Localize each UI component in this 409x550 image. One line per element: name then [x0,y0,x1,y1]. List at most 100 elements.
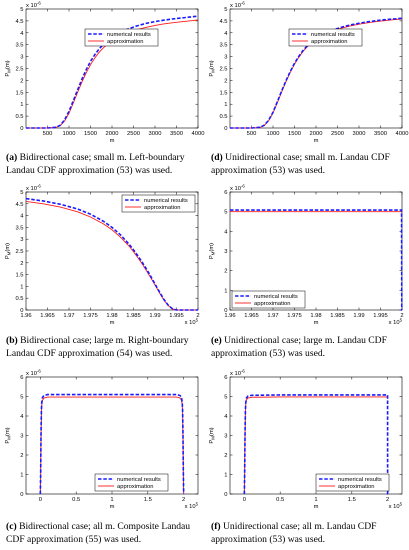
x-tick-label: 3000 [353,131,366,137]
legend-label: approximation [311,39,347,45]
x-tick-label: 500 [247,131,257,137]
y-tick-label: 4 [224,414,228,420]
x-tick-label: 1.965 [40,313,55,319]
y-exponent-label: x 10-6 [26,1,41,10]
chart-e: 0 1 2 3 4 5 6 1.96 1.965 1.97 1.975 1.98 1.985 1.99 1.… [209,184,404,327]
x-axis-label: m [314,504,319,510]
series-approximation [26,19,199,129]
y-tick-label: 1 [20,284,23,290]
y-tick-label: 5 [20,395,23,401]
panel-c: 0 1 2 3 4 5 6 0 0.5 1 1.5 2 x 10-6 x 105 m PM(m) numeric… [0,366,205,550]
y-tick-label: 0.5 [15,114,23,120]
x-tick-label: 2 [400,313,403,319]
y-tick-label: 0.5 [15,296,23,302]
legend-box [315,473,390,492]
x-exponent-label: x 105 [389,318,403,327]
y-axis-label-text: PM(m) [209,427,216,443]
x-tick-label: 0.5 [276,497,284,503]
chart-a: 0 0.5 1 1.5 2 2.5 3 3.5 4 4.5 5 500 1000 1500 2000 2500… [5,1,204,145]
x-tick-label: 1.96 [20,313,31,319]
y-axis-label-text: PM(m) [5,427,12,443]
x-tick-label: 1 [314,497,317,503]
legend-box [94,473,169,492]
caption-c: (c) Bidirectional case; all m. Composite… [6,521,196,546]
chart-d: 0 0.5 1 1.5 2 2.5 3 3.5 4 4.5 5 500 1000 1500 2000 2500… [209,1,408,145]
y-axis-label: PM(m) [209,427,216,443]
plot-area [229,8,403,129]
series-numerical-results [230,209,403,311]
caption-text: Bidirectional case; small m. Left-bounda… [6,152,185,176]
x-tick-label: 2500 [331,131,344,137]
y-tick-label: 1 [20,473,23,479]
x-tick-label: 1.995 [169,313,184,319]
x-tick-label: 1.975 [287,313,302,319]
x-tick-label: 1.975 [83,313,98,319]
y-tick-label: 4 [20,214,24,220]
y-axis-label-text: PM(m) [5,60,12,76]
y-tick-label: 0 [20,492,23,498]
y-tick-label: 3 [224,434,227,440]
legend-label: numerical results [107,32,151,38]
series-numerical-results [243,394,389,495]
y-tick-label: 4.5 [15,202,23,208]
x-tick-label: 1 [110,497,113,503]
y-axis-label-text: PM(m) [209,243,216,259]
legend-box [288,28,363,47]
y-tick-label: 5 [20,7,23,13]
legend-label: approximation [144,205,180,211]
y-tick-label: 2 [224,269,227,275]
x-exponent-label: x 105 [185,502,199,511]
y-tick-label: 3 [224,249,227,255]
y-tick-label: 3.5 [219,43,227,49]
y-tick-label: 4 [20,31,24,37]
y-tick-label: 2 [20,261,23,267]
chart-c: 0 1 2 3 4 5 6 0 0.5 1 1.5 2 x 10-6 x 105 m PM(m) numeric… [5,369,199,511]
y-tick-label: 4 [224,229,228,235]
x-tick-label: 1.5 [144,497,152,503]
y-tick-label: 3.5 [15,225,23,231]
y-tick-label: 2.5 [15,249,23,255]
x-tick-label: 0.5 [72,497,80,503]
series-numerical-results [26,15,199,129]
chart-f: 0 1 2 3 4 5 6 0 0.5 1 1.5 2 x 10-6 x 105 m PM(m) numeric… [209,369,403,511]
y-tick-label: 5 [224,210,227,216]
y-tick-label: 1.5 [15,273,23,279]
caption-text: Unidirectional case; all m. Landau CDF a… [211,521,377,545]
x-tick-label: 1500 [84,131,97,137]
y-tick-label: 1 [224,288,227,294]
panel-e: 0 1 2 3 4 5 6 1.96 1.965 1.97 1.975 1.98 1.985 1.99 1.… [205,183,409,366]
caption-f: (f) Unidirectional case; all m. Landau C… [211,521,401,546]
y-tick-label: 5 [224,7,227,13]
y-axis-label: PM(m) [209,60,216,76]
y-tick-label: 0 [20,126,23,132]
y-tick-label: 0.5 [219,114,227,120]
x-tick-label: 0 [243,497,246,503]
caption-label: (a) [6,152,18,163]
y-tick-label: 0 [20,308,23,314]
panel-d: 0 0.5 1 1.5 2 2.5 3 3.5 4 4.5 5 500 1000 1500 2000 2500… [205,0,409,183]
x-tick-label: 1.5 [348,497,356,503]
y-tick-label: 1 [224,473,227,479]
y-axis-label-text: PM(m) [5,243,12,259]
y-exponent-label: x 10-6 [26,184,41,193]
legend-label: approximation [254,301,290,307]
caption-text: Unidirectional case; large m. Landau CDF… [211,335,387,359]
y-tick-label: 6 [224,190,227,196]
caption-d: (d) Unidirectional case; small m. Landau… [211,152,401,177]
y-tick-label: 5 [224,395,227,401]
x-tick-label: 2000 [310,131,323,137]
x-tick-label: 1000 [267,131,280,137]
x-tick-label: 1.965 [244,313,259,319]
y-tick-label: 3 [20,55,23,61]
x-tick-label: 2 [196,313,199,319]
x-tick-label: 3000 [149,131,162,137]
x-tick-label: 1.99 [353,313,364,319]
y-tick-label: 6 [20,375,23,381]
y-exponent-label: x 10-6 [230,369,245,378]
legend-label: approximation [338,484,374,490]
y-tick-label: 3 [20,434,23,440]
y-tick-label: 0 [224,308,227,314]
